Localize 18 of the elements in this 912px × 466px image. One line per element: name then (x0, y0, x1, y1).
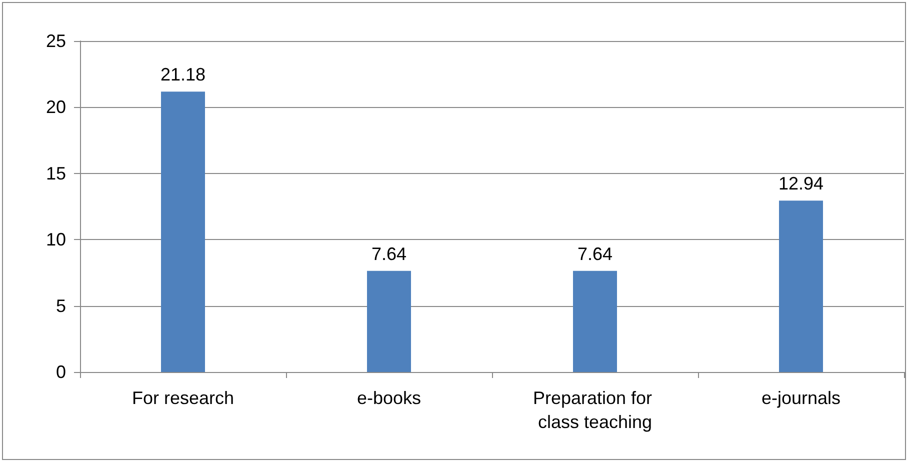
bar (779, 200, 823, 372)
x-tick-label: For research (132, 388, 234, 408)
data-label: 7.64 (371, 244, 407, 264)
x-tick-label: Preparation for class teaching (532, 388, 658, 432)
y-tick-label: 25 (46, 31, 66, 51)
data-label: 21.18 (160, 64, 206, 85)
y-tick-label: 15 (46, 163, 66, 184)
y-tick-label: 10 (46, 230, 66, 250)
x-tick-label: e-books (356, 388, 422, 408)
bar (367, 270, 411, 372)
y-tick-label: 20 (46, 97, 66, 118)
bar (573, 270, 617, 372)
data-label: 7.64 (577, 244, 613, 264)
data-label: 12.94 (778, 174, 824, 194)
x-tick-label: e-journals (761, 388, 841, 408)
bar (161, 92, 205, 372)
y-tick-label: 0 (56, 362, 66, 382)
y-tick-label: 5 (56, 296, 66, 316)
